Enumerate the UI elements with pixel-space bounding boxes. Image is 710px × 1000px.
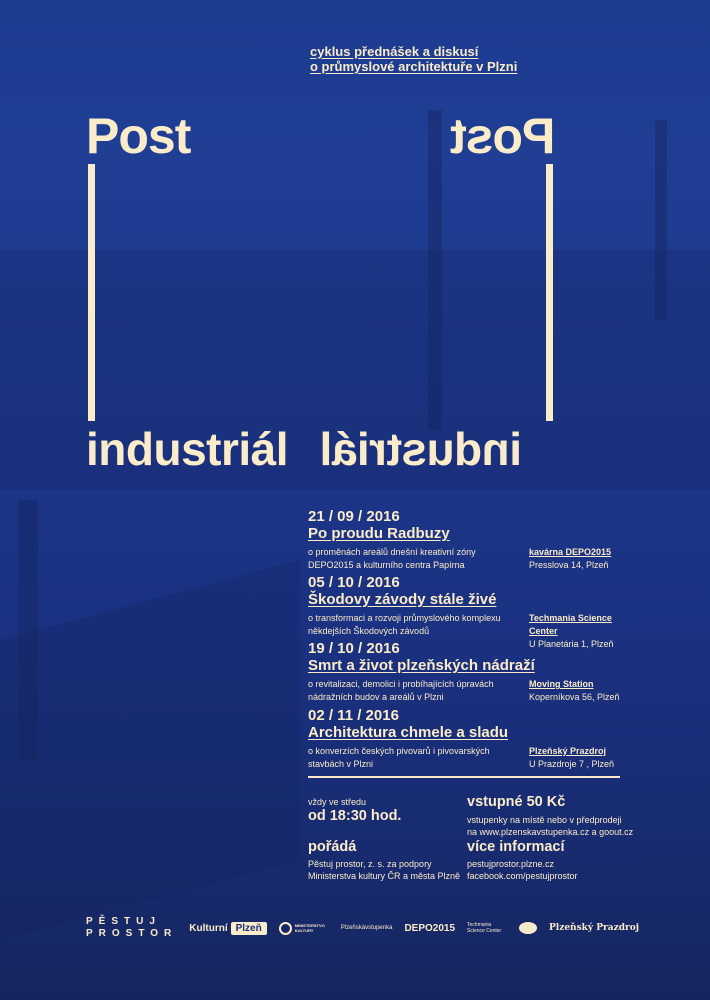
- price: vstupné 50 Kč: [467, 794, 566, 810]
- event-desc: DEPO2015 a kulturního centra Papírna: [308, 560, 465, 570]
- title-post: Post: [86, 108, 191, 164]
- event-date: 05 / 10 / 2016: [308, 574, 400, 591]
- plzensky-prazdroj-logo: Plzeňský Prazdroj: [549, 923, 640, 933]
- facebook-link[interactable]: facebook.com/pestujprostor: [467, 871, 578, 881]
- depo2015-logo: DEPO2015: [404, 922, 456, 934]
- partner-logos: PĚSTUJ PROSTOR Kulturní Plzeň MINISTERSTVO…: [86, 916, 639, 940]
- event: 02 / 11 / 2016 Architektura chmele a sla…: [308, 707, 638, 771]
- event-desc: o konverzích českých pivovarů i pivovars…: [308, 746, 490, 756]
- event-address: U Planetária 1, Plzeň: [529, 639, 614, 649]
- right-bracket: [546, 164, 553, 421]
- title-industrial-mirrored: industriál: [320, 423, 556, 475]
- chimney-shape: [428, 110, 442, 430]
- kulturni-plzen-logo: Kulturní Plzeň: [189, 921, 267, 935]
- event: 21 / 09 / 2016 Po proudu Radbuzy o promě…: [308, 508, 638, 572]
- event-title: Smrt a život plzeňských nádraží: [308, 657, 535, 674]
- price-note: na www.plzenskavstupenka.cz a goout.cz: [467, 827, 634, 837]
- event-desc: o revitalizaci, demolici i probíhajících…: [308, 679, 494, 689]
- title-industrial-mirror-text: industriál: [320, 423, 523, 475]
- event-venue: Plzeňský Prazdroj: [529, 746, 607, 756]
- event-date: 19 / 10 / 2016: [308, 640, 400, 657]
- event-address: Koperníkova 56, Plzeň: [529, 692, 620, 702]
- organizer-block: pořádá Pěstuj prostor, z. s. za podpory …: [308, 839, 460, 882]
- event-desc: nádražních budov a areálů v Plzni: [308, 692, 444, 702]
- title-post-mirrored: Post: [443, 108, 555, 164]
- event-desc: o proměnách areálů dnešní kreativní zóny: [308, 547, 476, 557]
- event-address: Presslova 14, Plzeň: [529, 560, 609, 570]
- time-label: vždy ve středu: [308, 797, 367, 807]
- event-venue: kavárna DEPO2015: [529, 547, 612, 557]
- chimney-shape: [655, 120, 667, 320]
- price-block: vstupné 50 Kč vstupenky na místě nebo v …: [467, 794, 633, 838]
- building-shape: [0, 559, 300, 941]
- event-date: 21 / 09 / 2016: [308, 508, 400, 525]
- website-link[interactable]: pestujprostor.plzne.cz: [467, 859, 555, 869]
- event-title: Škodovy závody stále živé: [308, 591, 497, 608]
- background-photo: [0, 250, 710, 490]
- chimney-shape: [18, 500, 38, 760]
- event-title: Architektura chmele a sladu: [308, 724, 509, 741]
- event-desc: někdejších Škodových závodů: [308, 626, 430, 636]
- organizer-text: Pěstuj prostor, z. s. za podpory: [308, 859, 432, 869]
- price-note: vstupenky na místě nebo v předprodeji: [467, 815, 622, 825]
- subtitle: cyklus přednášek a diskusí o průmyslové …: [310, 44, 517, 74]
- pestuj-prostor-logo: PĚSTUJ PROSTOR: [86, 916, 178, 939]
- event: 19 / 10 / 2016 Smrt a život plzeňských n…: [308, 640, 638, 704]
- title-industrial: industriál: [86, 423, 289, 475]
- more-info-label: více informací: [467, 839, 565, 855]
- techmania-logo: Techmania Science Center: [467, 922, 502, 934]
- event-address: U Prazdroje 7 , Plzeň: [529, 759, 615, 769]
- event-desc: stavbách v Plzni: [308, 759, 374, 769]
- organizer-text: Ministerstva kultury ČR a města Plzně: [308, 871, 461, 881]
- plzenska-vstupenka-logo: Plzeňskávstupenka: [340, 925, 393, 931]
- event-title: Po proudu Radbuzy: [308, 525, 450, 542]
- time-value: od 18:30 hod.: [308, 808, 402, 824]
- left-bracket: [88, 164, 95, 421]
- ministerstvo-kultury-logo: MINISTERSTVO KULTURY: [278, 921, 329, 935]
- more-info-block: více informací pestujprostor.plzne.cz fa…: [467, 839, 578, 882]
- organizer-label: pořádá: [308, 839, 357, 855]
- subtitle-line: o průmyslové architektuře v Plzni: [310, 59, 518, 74]
- subtitle-line: cyklus přednášek a diskusí: [310, 44, 479, 59]
- divider: [308, 776, 620, 778]
- event: 05 / 10 / 2016 Škodovy závody stále živé…: [308, 574, 638, 649]
- title-post-mirror-text: Post: [450, 108, 555, 164]
- event-desc: o transformaci a rozvoji průmyslového ko…: [308, 613, 501, 623]
- event-venue: Moving Station: [529, 679, 594, 689]
- event-date: 02 / 11 / 2016: [308, 707, 399, 724]
- time-block: vždy ve středu od 18:30 hod.: [308, 796, 401, 825]
- event-venue: Techmania Science Center: [529, 613, 612, 636]
- moving-station-logo: [519, 922, 538, 934]
